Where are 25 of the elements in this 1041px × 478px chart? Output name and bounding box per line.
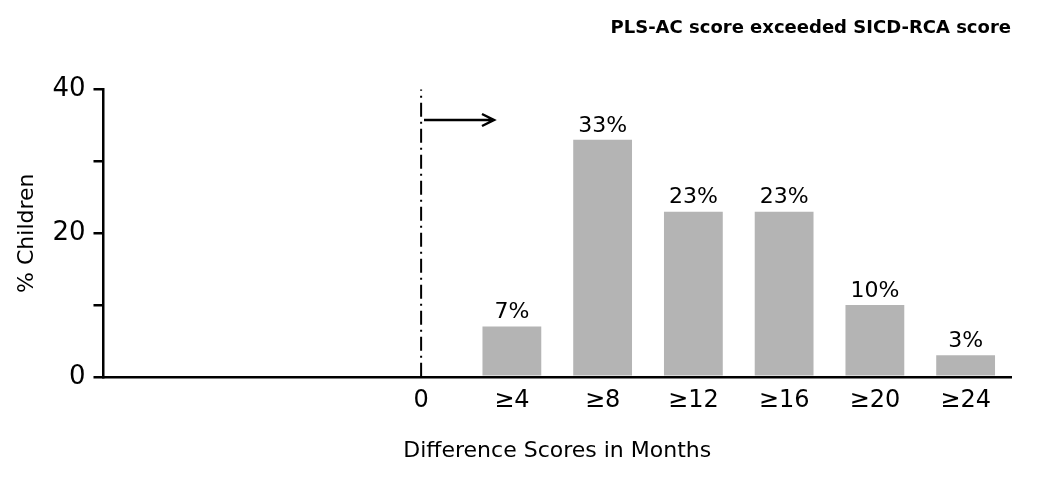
bar (845, 305, 905, 376)
y-tick-label: 0 (68, 359, 86, 390)
y-tick-label: 40 (52, 72, 86, 103)
data-label: 23% (668, 183, 718, 209)
x-tick-label: ≥8 (584, 385, 621, 414)
bar (573, 139, 633, 376)
bar (663, 211, 723, 376)
y-axis-title: % Children (12, 173, 38, 293)
data-label: 3% (948, 326, 984, 352)
x-tick-label: ≥12 (668, 385, 719, 414)
bar (936, 355, 996, 376)
data-label: 33% (578, 111, 628, 137)
x-tick-label: ≥24 (940, 385, 991, 414)
chart-title: PLS-AC score exceeded SICD-RCA score (610, 16, 1011, 38)
bar (482, 326, 542, 376)
y-tick-label: 20 (52, 215, 86, 246)
data-label: 10% (850, 276, 900, 302)
bar (754, 211, 814, 376)
x-tick-label: ≥4 (494, 385, 530, 414)
x-tick-label: ≥16 (758, 385, 810, 414)
x-tick-label: ≥20 (849, 385, 901, 414)
x-axis-title: Difference Scores in Months (403, 436, 712, 462)
data-label: 23% (759, 183, 809, 209)
data-label: 7% (494, 298, 530, 324)
x-tick-label: 0 (413, 385, 429, 414)
